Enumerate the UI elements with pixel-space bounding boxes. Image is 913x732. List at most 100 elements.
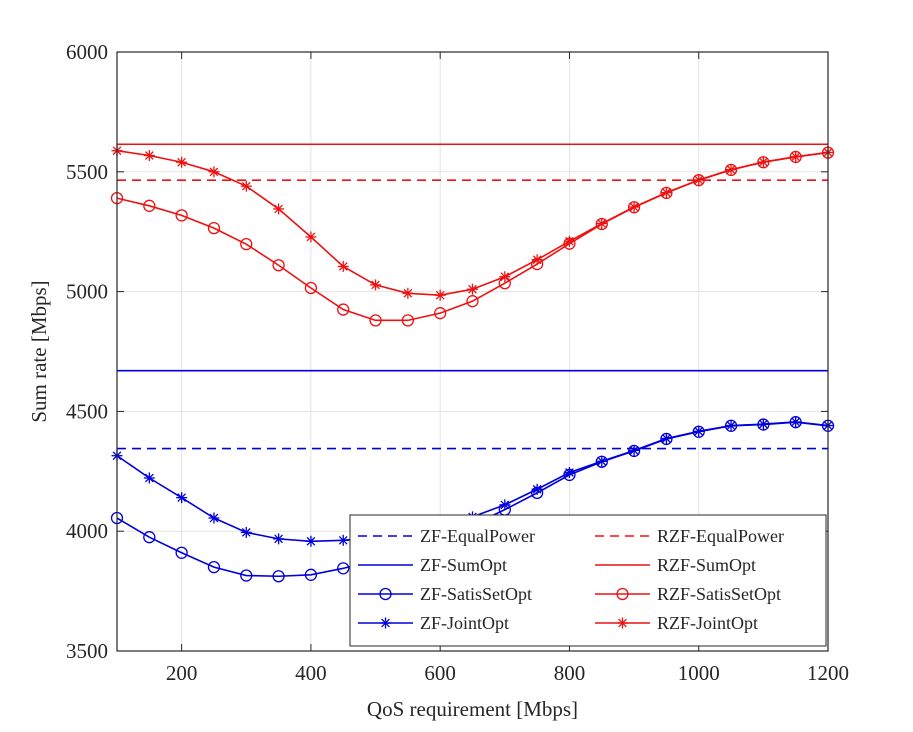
data-point-rzf-jointopt — [725, 164, 737, 176]
data-point-zf-jointopt — [628, 444, 640, 456]
data-point-zf-jointopt — [693, 425, 705, 437]
data-point-rzf-jointopt — [660, 187, 672, 199]
star-stroke — [306, 536, 316, 546]
data-point-zf-satissetopt — [272, 570, 285, 583]
star-stroke — [759, 157, 768, 167]
data-point-rzf-satissetopt — [272, 259, 285, 272]
data-point-rzf-jointopt — [176, 156, 188, 168]
legend-label: RZF-EqualPower — [657, 526, 784, 546]
data-point-rzf-satissetopt — [175, 209, 188, 222]
data-point-rzf-jointopt — [434, 289, 446, 301]
star-stroke — [597, 219, 607, 228]
star-stroke — [662, 434, 671, 443]
data-point-rzf-jointopt — [370, 279, 382, 291]
data-point-zf-jointopt — [499, 499, 511, 511]
y-tick-label: 6000 — [66, 40, 108, 64]
data-point-rzf-jointopt — [143, 150, 155, 162]
data-point-zf-jointopt — [563, 466, 575, 478]
star-stroke — [177, 157, 186, 167]
y-tick-label: 4000 — [66, 519, 108, 543]
star-stroke — [791, 417, 801, 427]
star-stroke — [403, 288, 413, 298]
series-line-rzf-jointopt — [116, 149, 829, 296]
data-point-zf-satissetopt — [143, 531, 156, 544]
data-point-rzf-satissetopt — [240, 238, 253, 251]
data-point-zf-jointopt — [208, 512, 220, 524]
data-point-zf-satissetopt — [175, 546, 188, 559]
star-stroke — [618, 618, 627, 628]
legend-item-zf-satissetopt: ZF-SatisSetOpt — [358, 584, 532, 604]
star-stroke — [241, 181, 251, 191]
series-rzf-jointopt — [111, 145, 834, 301]
star-stroke — [338, 535, 348, 545]
star-stroke — [209, 167, 219, 177]
y-tick-label: 5000 — [66, 280, 108, 304]
data-point-rzf-satissetopt — [434, 307, 447, 320]
data-point-rzf-jointopt — [628, 201, 640, 213]
data-point-rzf-jointopt — [499, 271, 511, 283]
data-point-zf-jointopt — [757, 418, 769, 430]
axes-box — [116, 51, 829, 652]
star-stroke — [791, 152, 801, 162]
data-point-rzf-jointopt — [790, 151, 802, 163]
legend-label: RZF-JointOpt — [657, 613, 758, 633]
data-point-rzf-satissetopt — [401, 314, 415, 327]
data-point-zf-satissetopt — [304, 568, 318, 581]
y-tick-label: 5500 — [66, 160, 108, 184]
data-point-zf-jointopt — [273, 533, 285, 545]
star-stroke — [629, 446, 639, 455]
data-point-zf-jointopt — [240, 526, 252, 538]
star-stroke — [565, 468, 574, 477]
legend-marker — [617, 617, 628, 629]
data-point-rzf-satissetopt — [143, 199, 156, 212]
x-axis-label: QoS requirement [Mbps] — [367, 697, 578, 721]
legend-box — [349, 514, 827, 647]
legend-label: ZF-EqualPower — [420, 526, 535, 546]
y-axis-label: Sum rate [Mbps] — [27, 280, 51, 422]
data-point-rzf-jointopt — [240, 180, 252, 192]
star-stroke — [500, 272, 510, 282]
data-point-rzf-jointopt — [757, 156, 769, 168]
data-point-rzf-jointopt — [305, 231, 317, 243]
data-point-zf-jointopt — [143, 472, 155, 484]
data-point-rzf-jointopt — [337, 260, 349, 272]
star-stroke — [694, 426, 704, 436]
legend-label: RZF-SatisSetOpt — [657, 584, 781, 604]
data-point-rzf-jointopt — [596, 218, 608, 230]
star-stroke — [274, 534, 283, 544]
x-tick-label: 400 — [295, 661, 327, 685]
legend-item-zf-equalpower: ZF-EqualPower — [358, 526, 535, 546]
star-stroke — [274, 204, 283, 214]
x-tick-label: 1200 — [807, 661, 849, 685]
star-stroke — [209, 513, 219, 523]
plot-area — [110, 143, 835, 583]
star-stroke — [565, 236, 574, 246]
ticks: 200 400 600 800 1000 1200 3500 4000 4500 5000 5500… — [66, 40, 849, 685]
data-point-zf-jointopt — [531, 483, 543, 495]
legend-label: RZF-SumOpt — [657, 555, 756, 575]
star-stroke — [435, 290, 445, 300]
star-stroke — [241, 528, 251, 537]
data-point-zf-jointopt — [337, 534, 349, 546]
data-point-rzf-jointopt — [467, 283, 478, 295]
legend-marker — [380, 617, 391, 629]
x-tick-label: 600 — [424, 661, 456, 685]
legend-marker — [616, 587, 629, 601]
x-tick-label: 200 — [166, 661, 198, 685]
legend: ZF-EqualPower RZF-EqualPower ZF-SumOpt RZF-… — [349, 514, 827, 647]
data-point-rzf-jointopt — [693, 174, 705, 186]
data-point-zf-jointopt — [790, 416, 802, 428]
star-stroke — [759, 419, 768, 429]
data-point-zf-satissetopt — [207, 560, 221, 574]
data-point-rzf-satissetopt — [466, 295, 479, 308]
star-stroke — [532, 255, 542, 265]
legend-item-zf-jointopt: ZF-JointOpt — [358, 613, 509, 633]
legend-item-rzf-equalpower: RZF-EqualPower — [595, 526, 784, 546]
star-stroke — [726, 165, 736, 175]
star-stroke — [468, 284, 477, 294]
star-stroke — [371, 280, 380, 290]
x-tick-label: 800 — [554, 661, 586, 685]
data-point-zf-jointopt — [176, 492, 188, 504]
